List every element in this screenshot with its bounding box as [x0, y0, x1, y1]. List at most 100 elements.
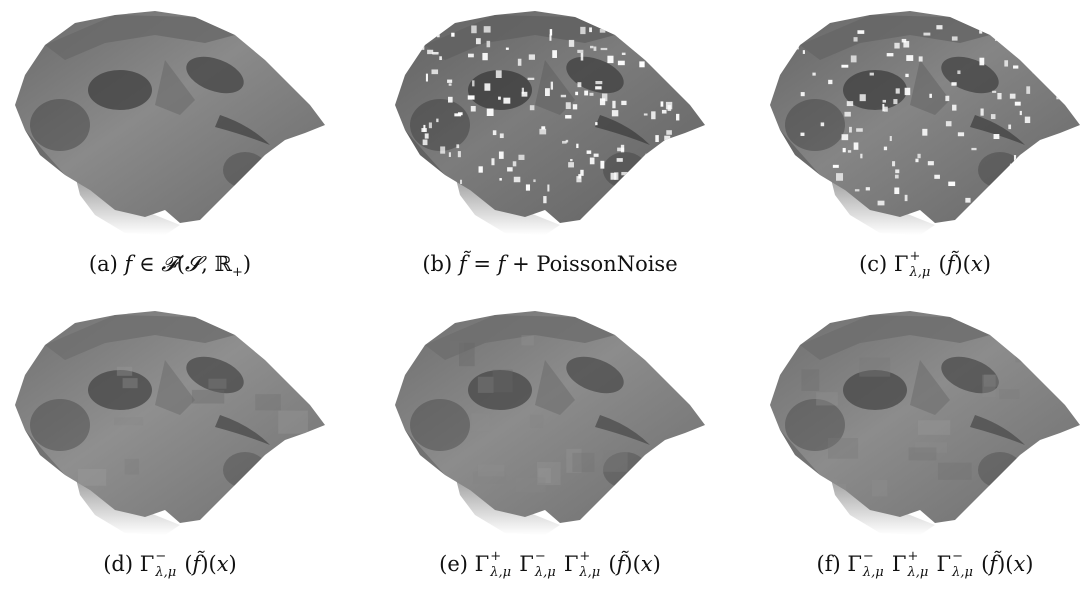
- flat-patch: [122, 378, 138, 389]
- flat-patch: [937, 462, 972, 480]
- panel-a: (a) f ∈ 𝓕(𝓢, ℝ+): [5, 5, 335, 305]
- mouth-line: [595, 415, 650, 445]
- noise-speck: [521, 87, 524, 94]
- noise-speck: [1046, 81, 1050, 85]
- noise-speck: [423, 124, 426, 132]
- flat-patch: [281, 355, 297, 370]
- noise-speck: [889, 136, 892, 142]
- noise-speck: [616, 158, 623, 162]
- noise-speck: [600, 160, 605, 169]
- noise-speck: [495, 70, 502, 78]
- noise-speck: [668, 165, 674, 170]
- noise-speck: [666, 130, 672, 135]
- noise-speck: [603, 197, 609, 201]
- noise-speck: [629, 35, 636, 39]
- noise-speck: [1019, 110, 1022, 116]
- noise-speck: [650, 152, 656, 161]
- noise-speck: [808, 190, 815, 199]
- panel-e: (e) Γ + λ,μ Γ − λ,μ Γ + λ,μ (f̃)(x): [385, 305, 715, 605]
- noise-speck: [1031, 198, 1036, 201]
- noise-speck: [562, 140, 567, 144]
- noise-speck: [580, 169, 584, 176]
- noise-speck: [853, 142, 859, 150]
- noise-speck: [617, 60, 625, 66]
- flat-patch: [208, 378, 227, 389]
- noise-speck: [518, 154, 525, 160]
- noise-speck: [447, 79, 453, 83]
- noise-speck: [448, 152, 451, 157]
- noise-speck: [936, 25, 943, 30]
- noise-speck: [846, 101, 854, 107]
- flat-patch: [515, 477, 546, 493]
- noise-speck: [512, 161, 517, 167]
- noise-speck: [503, 97, 511, 104]
- noise-speck: [642, 183, 647, 190]
- noise-speck: [486, 108, 494, 116]
- flat-patch: [572, 452, 595, 473]
- noise-speck: [1017, 44, 1023, 48]
- flat-patch: [114, 417, 144, 426]
- noise-speck: [665, 101, 673, 110]
- noise-speck: [470, 105, 476, 112]
- noise-speck: [812, 72, 816, 76]
- noise-speck: [425, 73, 428, 82]
- noise-speck: [468, 53, 474, 58]
- noise-speck: [664, 173, 669, 181]
- noise-speck: [951, 36, 958, 41]
- noise-speck: [790, 186, 795, 190]
- noise-speck: [892, 161, 896, 167]
- noise-speck: [884, 106, 888, 112]
- noise-speck: [507, 167, 513, 172]
- noise-speck: [621, 52, 626, 55]
- noise-speck: [426, 204, 431, 209]
- jaw-shade: [978, 452, 1022, 488]
- noise-speck: [894, 42, 900, 49]
- noise-speck: [904, 194, 908, 202]
- forehead-shade: [45, 15, 235, 60]
- noise-speck: [869, 72, 874, 76]
- noise-speck: [994, 33, 999, 41]
- noise-speck: [905, 73, 909, 78]
- noise-speck: [820, 122, 825, 127]
- nose-shade: [535, 60, 575, 115]
- noise-speck: [580, 26, 586, 35]
- noise-speck: [1032, 67, 1039, 74]
- flat-patch: [472, 471, 507, 484]
- noise-speck: [448, 96, 453, 103]
- noise-speck: [491, 158, 495, 166]
- noise-speck: [945, 95, 950, 102]
- noise-speck: [611, 110, 619, 117]
- left-cheek-shade: [785, 99, 845, 151]
- noise-speck: [971, 147, 977, 151]
- noise-speck: [439, 202, 443, 210]
- flat-patch: [1013, 480, 1037, 505]
- jaw-shade: [223, 452, 267, 488]
- noise-speck: [499, 133, 504, 139]
- noise-speck: [865, 187, 870, 191]
- noise-speck: [1009, 163, 1016, 167]
- noise-speck: [945, 121, 952, 127]
- flat-patch: [1015, 351, 1040, 363]
- panel-b: (b) f̃ = f + PoissonNoise: [385, 5, 715, 305]
- flat-patch: [536, 462, 561, 486]
- noise-speck: [893, 99, 898, 105]
- face-mesh-image: [395, 11, 705, 235]
- noise-speck: [800, 132, 805, 136]
- noise-speck: [648, 28, 653, 35]
- flat-patch: [983, 374, 999, 387]
- noise-speck: [794, 43, 799, 50]
- noise-speck: [1025, 176, 1032, 181]
- noise-speck: [586, 150, 592, 154]
- flat-patch: [566, 448, 582, 473]
- left-cheek-shade: [410, 99, 470, 151]
- noise-speck: [609, 193, 614, 201]
- noise-speck: [612, 100, 616, 109]
- noise-speck: [802, 50, 805, 54]
- noise-speck: [836, 173, 844, 181]
- noise-speck: [849, 126, 852, 133]
- noise-speck: [505, 47, 509, 50]
- noise-speck: [570, 158, 573, 162]
- forehead-shade: [425, 315, 615, 360]
- noise-speck: [541, 126, 546, 130]
- noise-speck: [651, 111, 656, 120]
